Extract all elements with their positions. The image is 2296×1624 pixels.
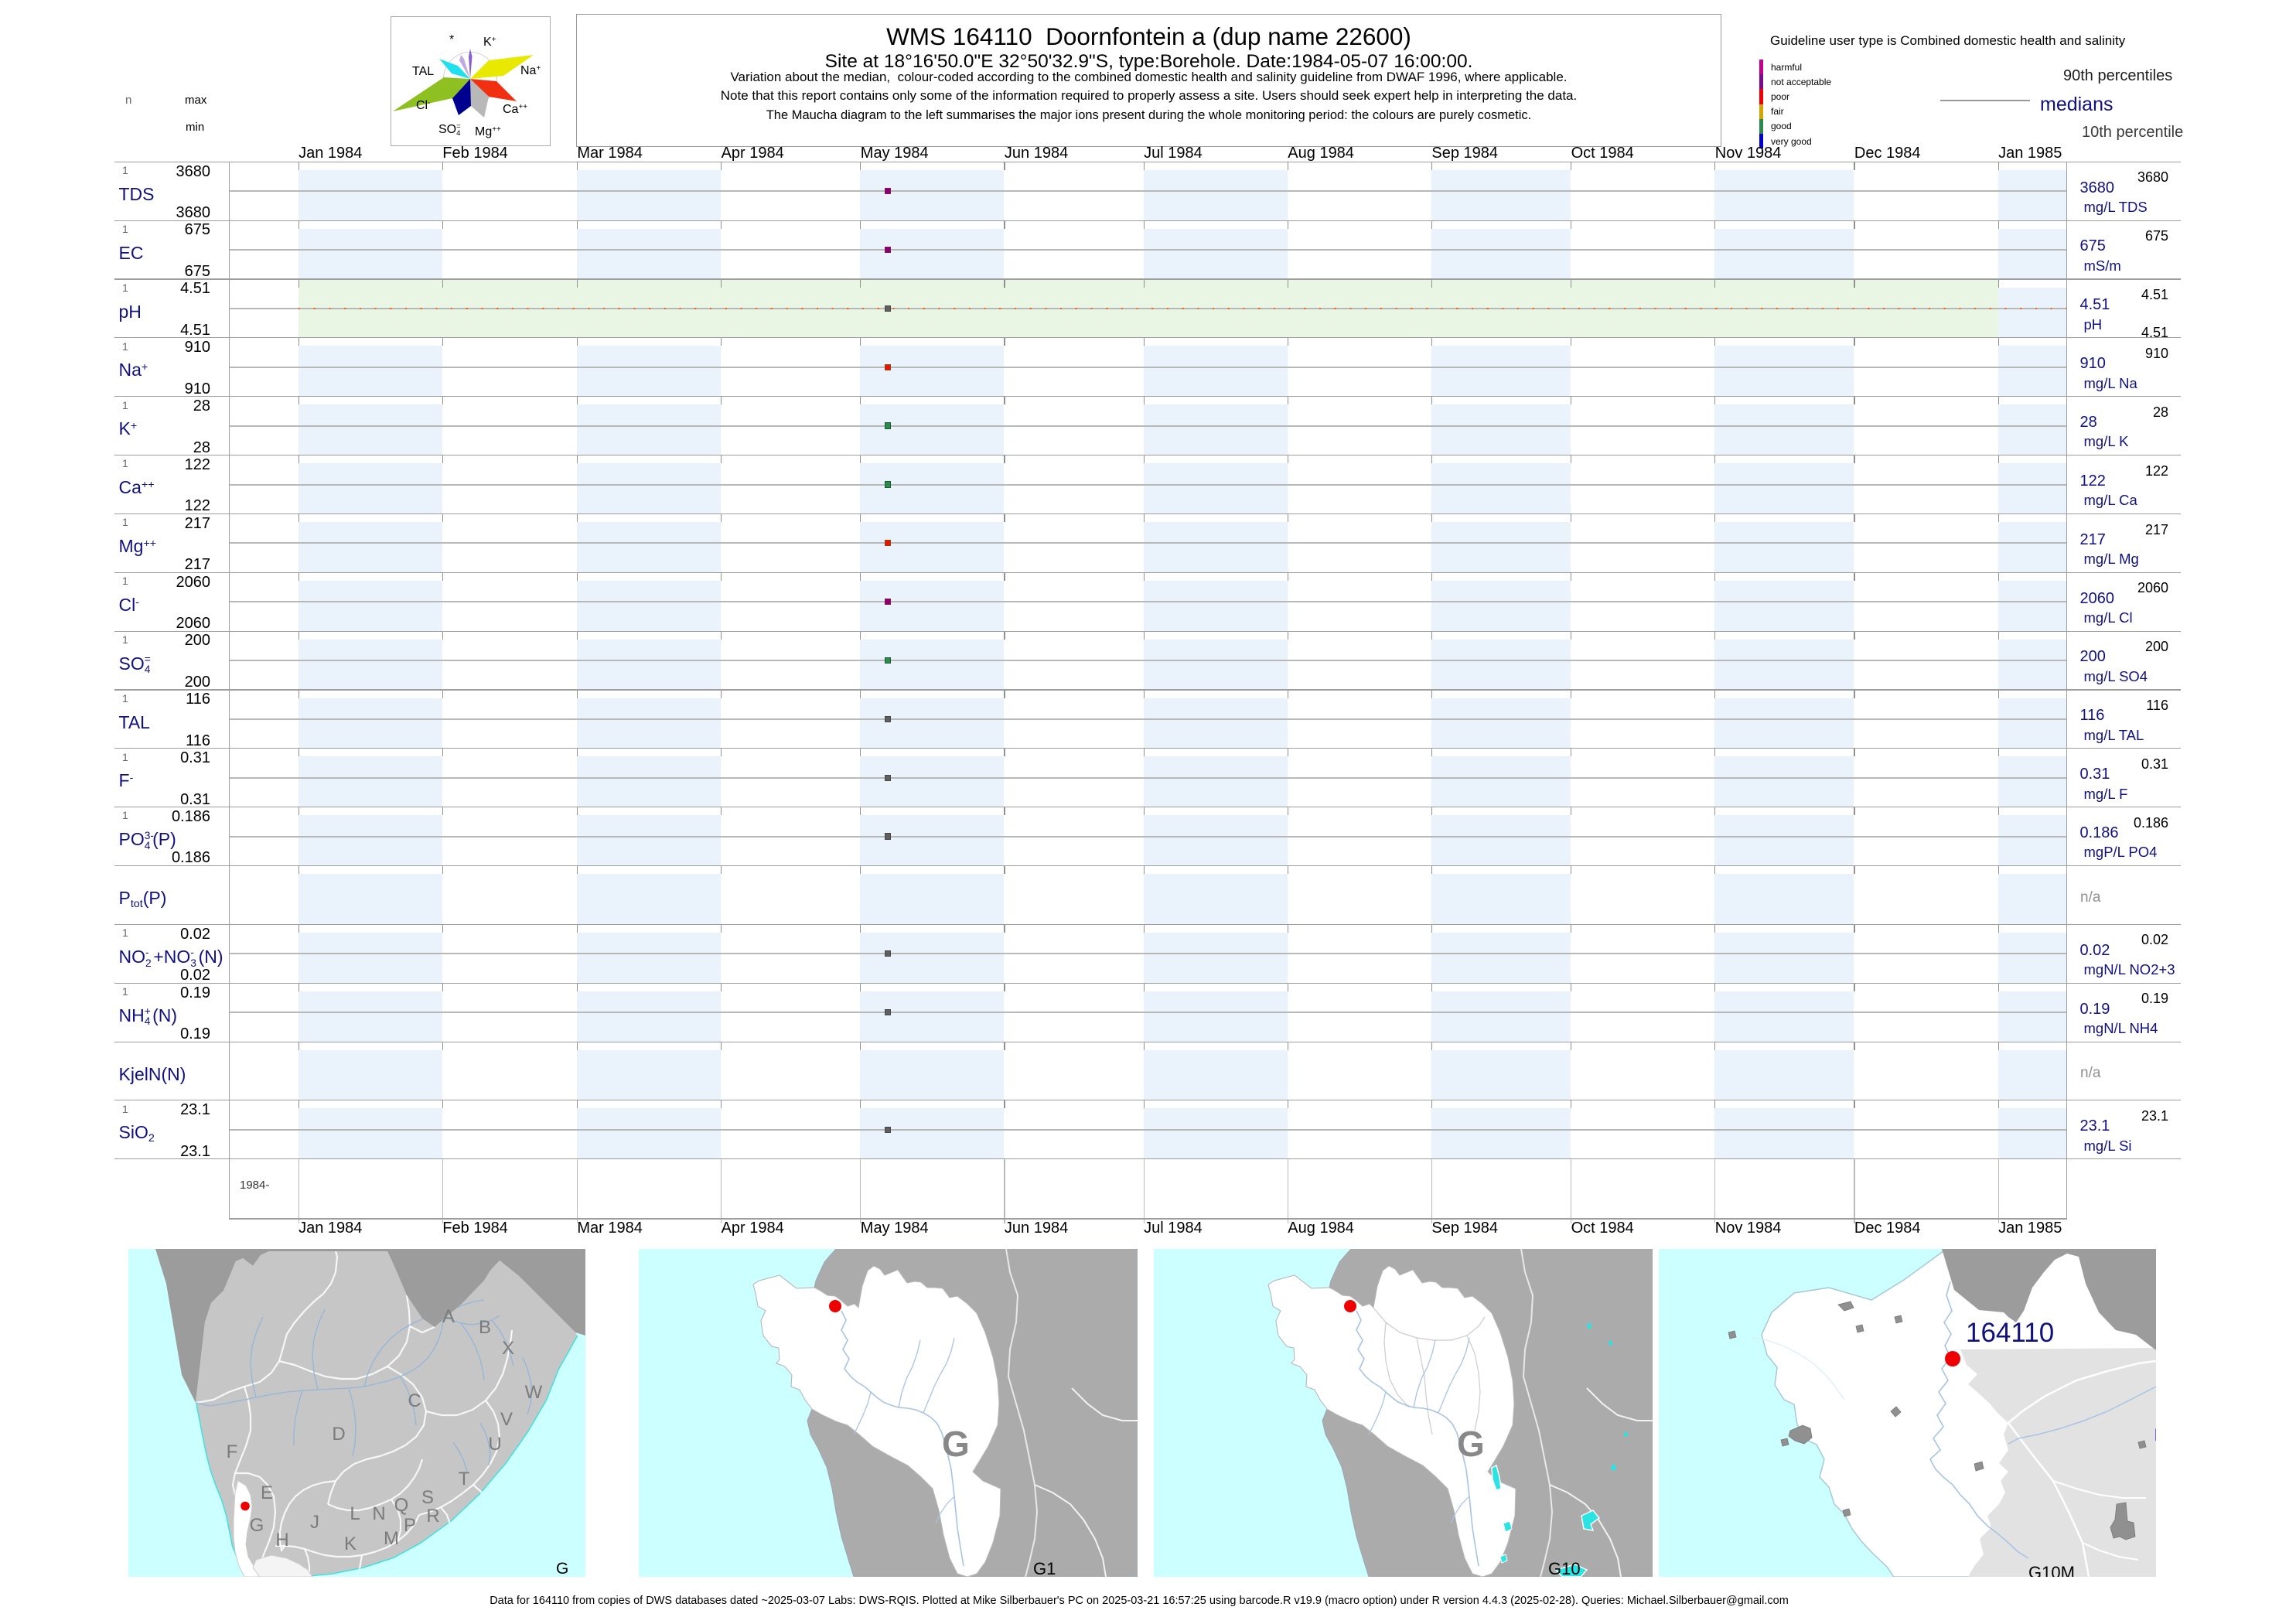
svg-text:J: J	[310, 1512, 319, 1533]
svg-text:G: G	[1457, 1424, 1485, 1464]
svg-text:A: A	[442, 1306, 454, 1327]
svg-text:N: N	[372, 1503, 385, 1524]
svg-text:M: M	[384, 1528, 399, 1549]
svg-text:G: G	[249, 1515, 264, 1536]
svg-text:D: D	[332, 1424, 345, 1445]
svg-text:G: G	[942, 1424, 970, 1464]
svg-text:C: C	[408, 1390, 421, 1411]
svg-text:G10: G10	[1548, 1559, 1581, 1577]
svg-text:F: F	[226, 1441, 237, 1462]
svg-text:E: E	[260, 1482, 272, 1503]
svg-text:Q: Q	[394, 1495, 408, 1516]
svg-text:M: M	[2154, 1425, 2156, 1445]
svg-text:U: U	[488, 1434, 501, 1455]
svg-text:R: R	[426, 1506, 439, 1527]
svg-text:G: G	[556, 1560, 568, 1577]
svg-text:S: S	[421, 1487, 433, 1508]
svg-text:G10M: G10M	[2028, 1563, 2075, 1577]
svg-text:K: K	[343, 1534, 356, 1554]
svg-text:164110: 164110	[1966, 1318, 2054, 1348]
svg-text:W: W	[524, 1382, 542, 1403]
svg-text:V: V	[500, 1409, 512, 1430]
svg-text:G1: G1	[1033, 1559, 1056, 1577]
svg-text:H: H	[275, 1530, 288, 1551]
svg-text:T: T	[458, 1469, 469, 1489]
svg-text:B: B	[478, 1317, 490, 1338]
svg-text:L: L	[350, 1503, 360, 1524]
svg-text:P: P	[403, 1515, 415, 1536]
svg-text:X: X	[501, 1338, 513, 1359]
